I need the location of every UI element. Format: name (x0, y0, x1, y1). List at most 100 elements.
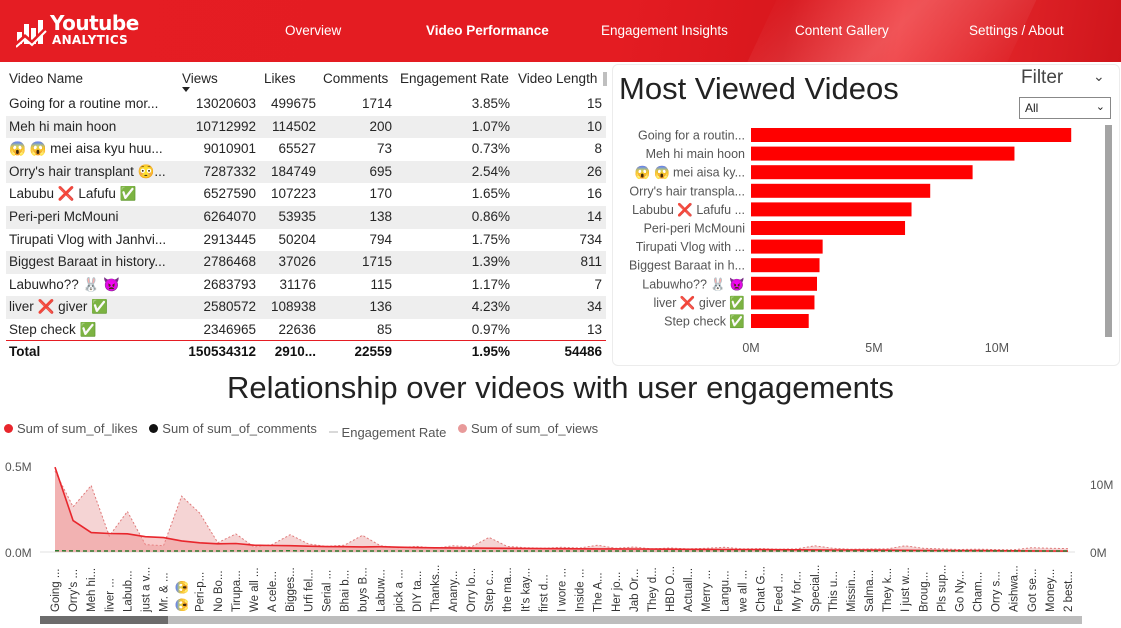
cell-video-name: Biggest Baraat in history... (9, 254, 166, 270)
legend-views[interactable]: Sum of sum_of_views (457, 421, 598, 436)
col-header-comments[interactable]: Comments (323, 71, 389, 86)
x-category-label: Merry ... (701, 570, 713, 612)
legend-comments[interactable]: Sum of sum_of_comments (149, 421, 317, 436)
x-category-label: Feed ... (774, 573, 786, 612)
x-category-label: Tirupa... (231, 570, 243, 612)
bar-mark[interactable] (751, 202, 912, 217)
legend-comments-label: Sum of sum_of_comments (162, 421, 317, 436)
table-row[interactable]: liver ❌ giver ✅ 2580572 108938 136 4.23% 34 (6, 296, 606, 319)
x-category-label: Her jo... (611, 572, 623, 612)
cell-comments: 73 (376, 141, 392, 157)
bar-chart-scrollbar[interactable] (1105, 125, 1112, 337)
cell-views: 13020603 (195, 96, 256, 111)
x-category-label: first d... (538, 574, 550, 612)
cell-likes: 499675 (270, 96, 316, 111)
nav-video-performance[interactable]: Video Performance (426, 23, 549, 38)
x-category-label: Missin... (846, 570, 858, 612)
table-row[interactable]: Labubu ❌ Lafufu ✅ 6527590 107223 170 1.65% 16 (6, 183, 606, 206)
bar-mark[interactable] (751, 258, 820, 273)
x-category-label: Going ... (50, 569, 62, 612)
likes-area[interactable] (55, 467, 1068, 552)
nav-overview[interactable]: Overview (285, 23, 342, 38)
bar-category-label: 😱 😱 mei aisa ky... (635, 166, 745, 181)
sort-descending-icon[interactable] (182, 87, 190, 92)
views-area[interactable] (55, 471, 1068, 552)
legend-engagement-rate[interactable]: Engagement Rate (328, 425, 446, 440)
table-row[interactable]: Peri-peri McMouni 6264070 53935 138 0.86% 14 (6, 206, 606, 229)
table-row[interactable]: 😱 😱 mei aisa kyu huu... 9010901 65527 73 0.7… (6, 138, 606, 161)
cell-engagement-rate: 0.73% (471, 141, 510, 157)
table-row[interactable]: Going for a routine mor... 13020603 499675… (6, 93, 606, 116)
col-header-likes[interactable]: Likes (264, 71, 296, 86)
cell-comments: 85 (376, 322, 392, 337)
bar-mark[interactable] (751, 128, 1072, 142)
total-comments: 22559 (354, 344, 392, 359)
x-category-label: They k... (882, 568, 894, 612)
x-category-label: Pls sup... (936, 565, 948, 612)
cell-video-name: Orry's hair transplant 😳... (9, 163, 166, 179)
nav-content-gallery[interactable]: Content Gallery (795, 23, 889, 38)
total-divider (6, 340, 606, 341)
x-category-label: Inside ... (575, 569, 587, 612)
cell-likes: 53935 (278, 209, 316, 224)
cell-comments: 138 (369, 209, 392, 224)
table-row[interactable]: Step check ✅ 2346965 22636 85 0.97% 13 (6, 319, 606, 342)
x-category-label: Money... (1045, 569, 1057, 612)
bar-mark[interactable] (751, 165, 973, 180)
y-right-tick-max: 10M (1090, 478, 1114, 492)
legend-engagement-marker (328, 431, 338, 433)
bar-mark[interactable] (751, 314, 809, 328)
bar-mark[interactable] (751, 146, 1015, 161)
table-row[interactable]: Biggest Baraat in history... 2786468 37026… (6, 251, 606, 274)
col-header-views[interactable]: Views (182, 71, 218, 86)
table-row[interactable]: Tirupati Vlog with Janhvi... 2913445 50204… (6, 229, 606, 252)
x-category-label: Thanks... (430, 565, 442, 612)
nav-settings-about[interactable]: Settings / About (969, 23, 1064, 38)
views-line[interactable] (54, 470, 1069, 551)
table-row[interactable]: Orry's hair transplant 😳... 7287332 184749… (6, 160, 606, 184)
bar-mark[interactable] (751, 295, 815, 310)
bar-mark[interactable] (751, 239, 823, 254)
cell-views: 6527590 (203, 186, 256, 202)
col-header-engagement-rate[interactable]: Engagement Rate (400, 71, 509, 86)
total-video-length: 54486 (564, 344, 602, 359)
x-category-label: Orry lo... (466, 568, 478, 612)
col-header-video-length[interactable]: Video Length (518, 71, 598, 86)
horizontal-scroll-thumb[interactable] (40, 616, 168, 624)
nav-engagement-insights[interactable]: Engagement Insights (601, 23, 728, 38)
legend-likes[interactable]: Sum of sum_of_likes (4, 421, 138, 436)
bar-mark[interactable] (751, 221, 906, 235)
most-viewed-title: Most Viewed Videos (619, 71, 899, 106)
app-logo[interactable]: Youtube ANALYTICS (16, 11, 139, 52)
cell-video-length: 15 (586, 96, 602, 111)
x-category-label: I wore ... (557, 568, 569, 612)
x-category-label: Peri-p... (195, 572, 207, 612)
table-row[interactable]: Meh hi main hoon 10712992 114502 200 1.07% 10 (6, 115, 606, 139)
cell-views: 2580572 (203, 299, 256, 315)
cell-comments: 1714 (361, 96, 392, 111)
top-nav-bar: Youtube ANALYTICS Overview Video Perform… (0, 0, 1121, 62)
cell-likes: 22636 (278, 322, 316, 337)
cell-likes: 65527 (278, 141, 316, 157)
x-category-label: the ma... (502, 567, 514, 612)
x-category-label: we all ... (737, 570, 749, 613)
legend-likes-marker (4, 424, 13, 433)
likes-line[interactable] (54, 466, 1069, 552)
bar-mark[interactable] (751, 276, 818, 291)
filter-dropdown[interactable]: All ⌄ (1019, 97, 1111, 119)
table-row[interactable]: Labuwho?? 🐰 👿 2683793 31176 115 1.17% 7 (6, 274, 606, 297)
filter-collapse-icon[interactable]: ⌄ (1093, 69, 1105, 85)
horizontal-scroll-track[interactable] (40, 616, 1082, 624)
col-header-video-name[interactable]: Video Name (9, 71, 84, 86)
bar-category-label: Labuwho?? 🐰 👿 (642, 276, 745, 291)
x-category-label: Broug... (918, 572, 930, 612)
cell-engagement-rate: 2.54% (471, 163, 510, 179)
chart-legend: Sum of sum_of_likes Sum of sum_of_commen… (4, 421, 606, 440)
cell-engagement-rate: 1.39% (471, 254, 510, 270)
cell-video-name: Labubu ❌ Lafufu ✅ (9, 186, 137, 202)
bar-category-label: Going for a routin... (638, 129, 745, 143)
most-viewed-panel: Most Viewed Videos Filter ⌄ All ⌄ Going … (612, 64, 1120, 366)
table-scrollbar[interactable] (603, 72, 607, 86)
bar-mark[interactable] (751, 183, 931, 198)
